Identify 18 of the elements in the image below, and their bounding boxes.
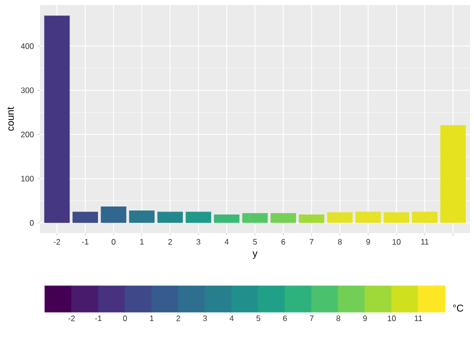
bar (440, 125, 466, 223)
bar (72, 212, 98, 223)
bar (214, 214, 240, 223)
bar (298, 214, 324, 223)
bar (186, 212, 212, 223)
x-axis-title: y (252, 252, 258, 259)
bar (270, 213, 296, 223)
bar (129, 210, 155, 223)
bar (384, 212, 410, 223)
bar (327, 212, 353, 223)
color-bar-title: °C (453, 304, 464, 312)
bar (100, 206, 126, 223)
bar (242, 213, 268, 223)
y-axis-title: count (7, 106, 14, 131)
bar (157, 212, 183, 223)
bar (44, 16, 70, 223)
bar (355, 212, 381, 223)
bar (412, 212, 438, 223)
